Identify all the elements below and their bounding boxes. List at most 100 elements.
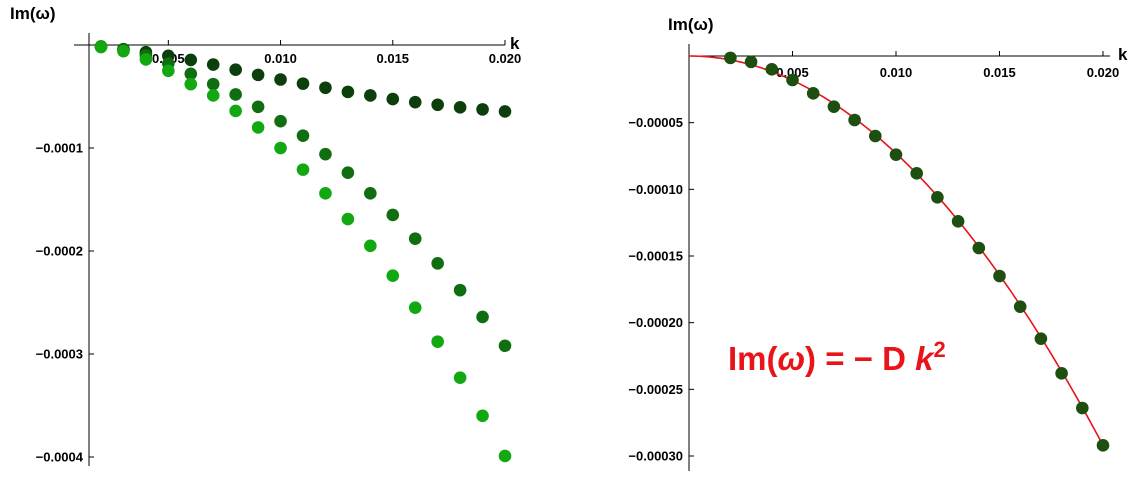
data-point bbox=[1013, 300, 1027, 313]
data-point bbox=[498, 339, 512, 353]
right-points bbox=[724, 51, 1110, 452]
data-point bbox=[431, 257, 444, 270]
data-point bbox=[408, 301, 422, 314]
data-point bbox=[786, 73, 799, 87]
data-point bbox=[184, 67, 198, 81]
data-point bbox=[251, 121, 265, 134]
data-point bbox=[274, 141, 287, 155]
right-x-title: k bbox=[1118, 45, 1128, 64]
data-point bbox=[951, 215, 965, 228]
data-point bbox=[453, 371, 467, 384]
data-point bbox=[364, 187, 377, 200]
data-point bbox=[453, 283, 467, 297]
data-point bbox=[431, 335, 444, 348]
data-point bbox=[184, 53, 198, 67]
right-y-title: Im(ω) bbox=[668, 15, 714, 34]
data-point bbox=[806, 87, 820, 100]
data-point bbox=[765, 63, 779, 76]
data-point bbox=[364, 89, 377, 102]
data-point bbox=[827, 100, 841, 113]
left-y-title-text: Im(ω) bbox=[10, 4, 56, 23]
data-point bbox=[910, 167, 923, 180]
y-tick-label: −0.00020 bbox=[628, 315, 683, 330]
left-points bbox=[94, 40, 512, 463]
data-point bbox=[386, 208, 400, 222]
data-point bbox=[993, 269, 1006, 283]
formula-omega: ω bbox=[778, 340, 806, 377]
x-tick-label: 0.020 bbox=[1087, 65, 1120, 80]
fit-curve bbox=[688, 55, 1104, 446]
data-point bbox=[117, 44, 130, 58]
data-point bbox=[94, 40, 108, 54]
data-point bbox=[206, 58, 220, 71]
y-tick-label: −0.0003 bbox=[36, 347, 83, 362]
left-ticks: 0.0050.0100.0150.020−0.0001−0.0002−0.000… bbox=[36, 40, 522, 465]
data-point bbox=[251, 68, 265, 82]
data-point bbox=[229, 104, 242, 118]
data-point bbox=[476, 409, 489, 423]
y-tick-label: −0.0004 bbox=[36, 450, 84, 465]
data-point bbox=[162, 64, 175, 78]
x-tick-label: 0.010 bbox=[880, 65, 913, 80]
data-point bbox=[139, 53, 153, 66]
data-point bbox=[319, 187, 332, 200]
formula-prefix: Im( bbox=[728, 340, 778, 377]
data-point bbox=[1034, 332, 1048, 345]
data-point bbox=[476, 103, 489, 116]
y-tick-label: −0.0001 bbox=[36, 141, 83, 156]
data-point bbox=[408, 95, 422, 109]
right-plot: 0.005 0.010 0.015 0.020−0.00005−0.00010−0.0… bbox=[628, 15, 1128, 471]
data-point bbox=[972, 241, 986, 255]
y-tick-label: −0.00005 bbox=[628, 115, 683, 130]
data-point bbox=[744, 55, 758, 69]
formula-middle: ) = − D bbox=[805, 340, 915, 377]
data-point bbox=[386, 269, 400, 283]
x-tick-label: 0.010 bbox=[264, 51, 297, 66]
data-point bbox=[251, 100, 265, 114]
data-point bbox=[229, 63, 242, 77]
data-point bbox=[889, 148, 903, 161]
data-point bbox=[296, 77, 310, 90]
left-x-title: k bbox=[510, 34, 520, 53]
data-point bbox=[724, 51, 737, 65]
data-point bbox=[364, 239, 377, 253]
formula-exponent: 2 bbox=[933, 337, 945, 362]
data-point bbox=[476, 310, 489, 324]
data-point bbox=[498, 105, 512, 118]
x-tick-label: 0.015 bbox=[983, 65, 1016, 80]
data-point bbox=[1076, 401, 1089, 415]
data-point bbox=[848, 113, 861, 127]
data-point bbox=[319, 147, 332, 161]
data-point bbox=[869, 129, 882, 143]
data-point bbox=[431, 98, 444, 112]
right-ticks: 0.005 0.010 0.015 0.020−0.00005−0.00010−0.0… bbox=[628, 51, 1119, 464]
data-point bbox=[1096, 439, 1110, 452]
data-point bbox=[296, 163, 310, 176]
y-tick-label: −0.00030 bbox=[628, 449, 683, 464]
y-tick-label: −0.00010 bbox=[628, 182, 683, 197]
data-point bbox=[319, 81, 332, 95]
data-point bbox=[274, 114, 287, 128]
formula-annotation: Im(ω) = − D k2 bbox=[728, 337, 946, 377]
y-tick-label: −0.00015 bbox=[628, 249, 683, 264]
data-point bbox=[229, 88, 242, 101]
data-point bbox=[184, 77, 198, 91]
data-point bbox=[453, 101, 467, 114]
data-point bbox=[341, 166, 355, 180]
data-point bbox=[206, 89, 220, 102]
data-point bbox=[1055, 367, 1068, 380]
data-point bbox=[498, 449, 512, 463]
data-point bbox=[206, 77, 220, 91]
x-tick-label: 0.020 bbox=[489, 51, 522, 66]
data-point bbox=[274, 73, 287, 86]
y-tick-label: −0.0002 bbox=[36, 244, 83, 259]
data-point bbox=[408, 232, 422, 245]
left-y-title: Im(ω) bbox=[10, 4, 56, 23]
data-point bbox=[341, 85, 355, 99]
data-point bbox=[341, 212, 355, 226]
x-tick-label: 0.015 bbox=[377, 51, 410, 66]
data-point bbox=[931, 191, 944, 204]
y-tick-label: −0.00025 bbox=[628, 382, 683, 397]
left-plot: 0.0050.0100.0150.020−0.0001−0.0002−0.000… bbox=[10, 4, 521, 466]
